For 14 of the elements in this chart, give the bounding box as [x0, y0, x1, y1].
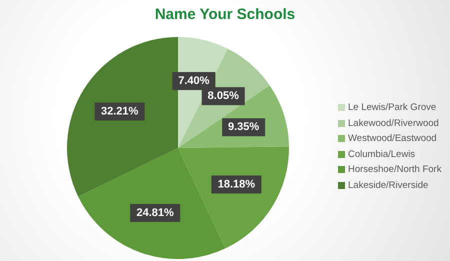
data-label: 18.18% — [218, 178, 256, 190]
data-label: 32.21% — [100, 106, 139, 118]
data-label: 9.35% — [228, 121, 260, 134]
legend-label: Le Lewis/Park Grove — [347, 101, 438, 115]
legend-label: Lakeside/Riverside — [347, 178, 430, 192]
data-label: 7.40% — [178, 75, 210, 88]
data-label: 8.05% — [208, 90, 240, 102]
legend-label: Lakewood/Riverwood — [347, 116, 440, 130]
chart-title: Name Your Schools — [154, 6, 296, 23]
legend-label: Columbia/Lewis — [347, 148, 416, 162]
data-label: 24.81% — [136, 206, 174, 219]
legend-label: Westwood/Eastwood — [347, 132, 438, 146]
legend-label: Horseshoe/North Fork — [347, 163, 442, 177]
pie-slice — [67, 37, 178, 197]
